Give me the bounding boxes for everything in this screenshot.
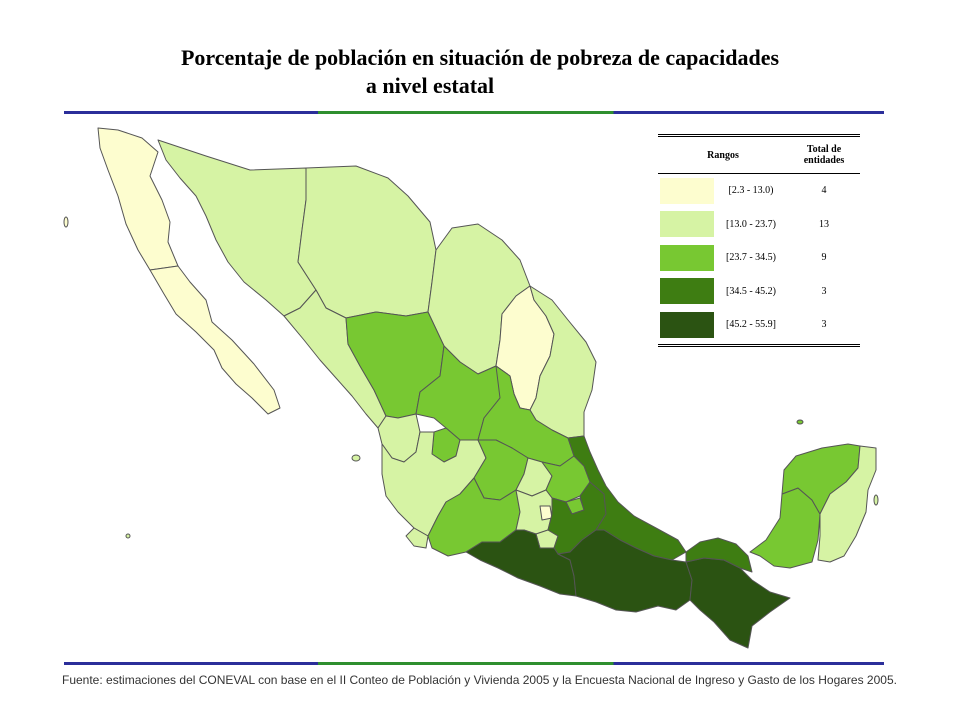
legend-row: [23.7 - 34.5) 9 (658, 241, 860, 275)
state-chiapas (685, 557, 791, 649)
legend-count: 3 (821, 285, 827, 297)
title-line-1: Porcentaje de población en situación de … (180, 45, 780, 70)
source-note: Fuente: estimaciones del CONEVAL con bas… (62, 673, 897, 687)
state-campeche (749, 487, 821, 569)
legend-count: 4 (821, 185, 827, 197)
legend-row: [13.0 - 23.7) 13 (658, 208, 860, 242)
legend-swatch (660, 244, 714, 271)
legend-row: [2.3 - 13.0) 4 (658, 174, 860, 208)
island-cozumel (873, 494, 879, 506)
legend-swatch (660, 177, 714, 204)
legend-range: [13.0 - 23.7) (726, 218, 776, 230)
legend-count: 3 (821, 319, 827, 331)
state-baja-california (97, 127, 179, 271)
state-colima (405, 527, 429, 549)
top-divider (64, 111, 884, 114)
legend-bottom-border (658, 343, 860, 347)
state-tabasco (685, 537, 753, 573)
legend-header: Rangos Total de entidades (658, 137, 860, 174)
legend-top-border (658, 134, 860, 137)
legend-count: 13 (819, 218, 829, 230)
map-legend: Rangos Total de entidades [2.3 - 13.0) 4… (658, 134, 860, 347)
title-line-2: a nivel estatal (365, 73, 495, 98)
legend-row: [34.5 - 45.2) 3 (658, 275, 860, 309)
map-title: Porcentaje de población en situación de … (120, 44, 840, 100)
legend-swatch (660, 278, 714, 305)
legend-header-range: Rangos (707, 149, 739, 161)
island-revillagigedo-2 (125, 533, 131, 539)
legend-row: [45.2 - 55.9] 3 (658, 308, 860, 342)
legend-range: [34.5 - 45.2) (726, 285, 776, 297)
legend-range: [23.7 - 34.5) (726, 252, 776, 264)
legend-count: 9 (821, 252, 827, 264)
legend-range: [2.3 - 13.0) (728, 185, 774, 197)
bottom-divider (64, 662, 884, 665)
legend-header-total: Total de entidades (803, 144, 845, 166)
legend-swatch (660, 211, 714, 238)
state-quintana-roo (817, 445, 877, 563)
legend-range: [45.2 - 55.9] (726, 319, 776, 331)
island-guadalupe (63, 216, 69, 228)
legend-swatch (660, 311, 714, 338)
island-arrecife (796, 419, 804, 425)
state-baja-california-sur (149, 265, 281, 415)
state-distrito-federal (539, 505, 553, 521)
island-revillagigedo-1 (351, 454, 361, 462)
